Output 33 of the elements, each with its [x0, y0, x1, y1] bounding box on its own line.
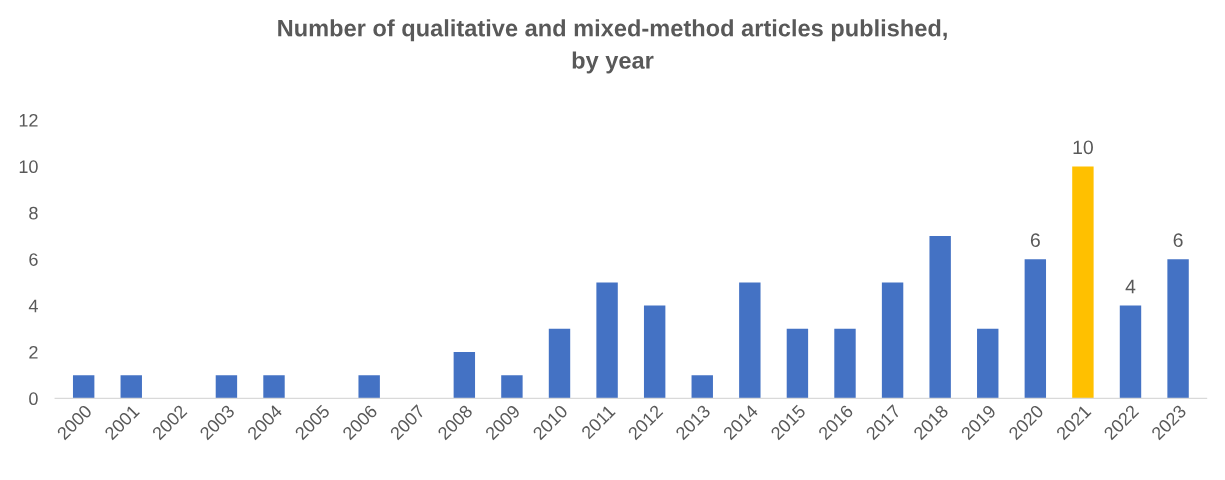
bar — [1024, 259, 1047, 399]
bar — [263, 375, 285, 399]
y-tick-label: 0 — [29, 392, 38, 406]
y-tick-label: 10 — [19, 160, 38, 174]
bar — [453, 352, 476, 399]
y-tick-label: 12 — [19, 113, 38, 127]
data-label: 4 — [1125, 279, 1136, 294]
bar — [501, 375, 523, 399]
bar — [929, 236, 951, 399]
y-tick-label: 4 — [28, 299, 38, 313]
bar — [548, 328, 571, 399]
bar — [1167, 259, 1189, 399]
bar — [786, 328, 809, 399]
data-label: 6 — [1030, 233, 1040, 248]
bar — [643, 305, 666, 399]
chart-title: Number of qualitative and mixed-method articles published, by year — [278, 19, 947, 74]
bar — [215, 375, 238, 399]
bar — [72, 375, 95, 399]
bar — [120, 375, 142, 399]
y-tick-label: 2 — [29, 345, 38, 359]
data-label: 6 — [1173, 233, 1183, 248]
bar — [1072, 166, 1094, 399]
bar — [977, 328, 999, 399]
bar — [881, 282, 904, 399]
bar — [1119, 305, 1142, 399]
bar — [739, 282, 761, 399]
bar — [596, 282, 618, 399]
y-tick-label: 8 — [29, 206, 38, 220]
bar — [691, 375, 713, 399]
y-tick-label: 6 — [29, 253, 38, 266]
bar — [358, 375, 380, 399]
bar — [834, 328, 856, 399]
data-label: 10 — [1073, 140, 1093, 155]
